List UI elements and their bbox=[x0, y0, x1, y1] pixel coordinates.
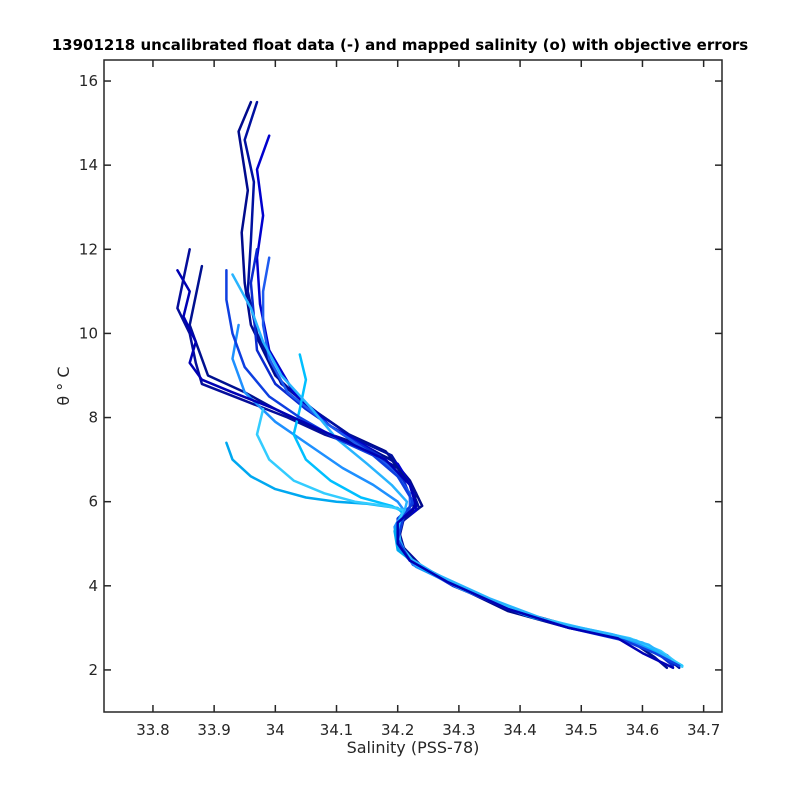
profile-line-13 bbox=[225, 269, 681, 667]
profile-line-6 bbox=[249, 248, 675, 667]
y-tick-label: 16 bbox=[79, 72, 98, 90]
x-tick-label: 34.3 bbox=[442, 721, 475, 739]
plot-area bbox=[176, 100, 684, 670]
profile-line-7 bbox=[261, 256, 681, 667]
y-tick-label: 10 bbox=[79, 324, 98, 342]
profile-line-9 bbox=[225, 441, 684, 668]
x-tick-label: 34.2 bbox=[381, 721, 414, 739]
y-tick-label: 8 bbox=[88, 409, 98, 427]
x-tick-label: 34.6 bbox=[626, 721, 659, 739]
x-tick-label: 34.7 bbox=[687, 721, 720, 739]
chart-title: 13901218 uncalibrated float data (-) and… bbox=[52, 36, 749, 54]
profile-line-5 bbox=[188, 264, 669, 670]
x-tick-label: 34.5 bbox=[565, 721, 598, 739]
x-tick-label: 34.4 bbox=[503, 721, 536, 739]
profile-line-14 bbox=[176, 269, 675, 670]
y-tick-label: 12 bbox=[79, 240, 98, 258]
x-tick-label: 33.9 bbox=[197, 721, 230, 739]
profile-line-12 bbox=[231, 273, 672, 661]
x-tick-label: 33.8 bbox=[136, 721, 169, 739]
x-axis: 33.8 33.9 34 34.1 34.2 34.3 34.4 34.5 34.6 34.7 bbox=[136, 60, 720, 739]
y-tick-label: 14 bbox=[79, 156, 98, 174]
x-tick-label: 34 bbox=[266, 721, 285, 739]
profile-line-10 bbox=[292, 353, 684, 667]
x-tick-label: 34.1 bbox=[320, 721, 353, 739]
y-tick-label: 6 bbox=[88, 493, 98, 511]
y-tick-label: 2 bbox=[88, 661, 98, 679]
y-tick-label: 4 bbox=[88, 577, 98, 595]
profile-line-2 bbox=[243, 100, 681, 670]
y-axis: 2 4 6 8 10 12 14 16 bbox=[79, 72, 722, 679]
x-axis-title: Salinity (PSS-78) bbox=[347, 738, 480, 757]
plot-frame bbox=[103, 59, 723, 713]
y-axis-title: θ ° C bbox=[54, 366, 73, 405]
profile-line-3 bbox=[255, 134, 681, 667]
profile-line-11 bbox=[255, 407, 684, 668]
